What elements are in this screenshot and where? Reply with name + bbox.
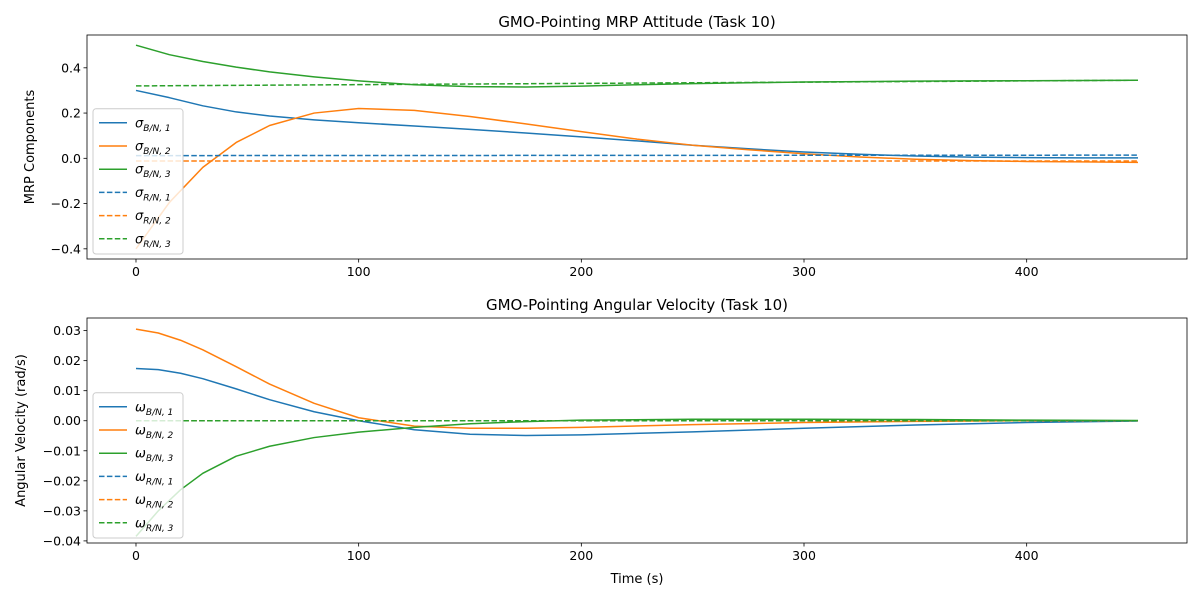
y-tick-label: 0.4	[61, 60, 81, 75]
y-tick-label: 0.00	[53, 413, 81, 428]
y-tick-label: 0.01	[53, 383, 81, 398]
series-line-1	[135, 89, 1139, 159]
chart-panel-2: GMO-Pointing Angular Velocity (Task 10) 0…	[14, 296, 1188, 587]
y-axis-label: MRP Components	[23, 90, 38, 205]
y-tick-label: 0.2	[61, 106, 81, 121]
x-tick-label: 400	[1015, 548, 1039, 563]
legend-entry: σB/N, 2	[135, 140, 171, 158]
x-tick-label: 200	[569, 548, 593, 563]
series-line-3	[135, 418, 1139, 537]
x-tick-label: 400	[1015, 264, 1039, 279]
series-line-6	[135, 79, 1139, 87]
x-tick-label: 0	[132, 264, 140, 279]
chart-title: GMO-Pointing MRP Attitude (Task 10)	[498, 13, 775, 31]
legend-box	[92, 392, 184, 539]
series-line-2	[135, 107, 1139, 250]
legend-entry: ωR/N, 1	[135, 470, 173, 488]
y-axis-label: Angular Velocity (rad/s)	[14, 354, 29, 507]
axes-frame	[86, 34, 1188, 260]
series-line-1	[135, 367, 1139, 437]
legend: σB/N, 1 σB/N, 2 σB/N, 3 σR/N, 1 σR/N, 2 σR/N,…	[92, 108, 184, 255]
x-tick-label: 300	[792, 264, 816, 279]
x-tick-label: 0	[132, 548, 140, 563]
y-tick-label: −0.03	[43, 503, 81, 518]
x-tick-label: 200	[569, 264, 593, 279]
legend-entry: σR/N, 1	[135, 186, 171, 204]
legend: ωB/N, 1 ωB/N, 2 ωB/N, 3 ωR/N, 1 ωR/N, 2 ωR/N,…	[92, 392, 184, 539]
x-tick-label: 300	[792, 548, 816, 563]
y-tick-label: −0.01	[43, 443, 81, 458]
legend-entry: ωB/N, 1	[135, 400, 173, 418]
x-axis-label: Time (s)	[610, 572, 664, 587]
legend-entry: σR/N, 2	[135, 209, 171, 227]
legend-entry: ωB/N, 2	[135, 424, 174, 442]
legend-box	[92, 108, 184, 255]
y-tick-label: −0.02	[43, 473, 81, 488]
y-tick-label: −0.4	[51, 241, 81, 256]
x-tick-label: 100	[347, 548, 371, 563]
chart-title: GMO-Pointing Angular Velocity (Task 10)	[486, 296, 788, 314]
legend-entry: σB/N, 1	[135, 116, 171, 134]
series-line-2	[135, 328, 1139, 429]
series-line-3	[135, 44, 1139, 88]
legend-entry: ωR/N, 2	[135, 493, 174, 511]
axes-frame	[86, 317, 1188, 544]
legend-entry: σR/N, 3	[135, 232, 171, 250]
x-tick-label: 100	[347, 264, 371, 279]
chart-panel-1: GMO-Pointing MRP Attitude (Task 10) 0 100 2…	[23, 13, 1188, 279]
y-tick-label: 0.03	[53, 323, 81, 338]
legend-entry: ωB/N, 3	[135, 447, 174, 465]
y-tick-label: 0.0	[61, 151, 81, 166]
y-tick-label: −0.2	[51, 196, 81, 211]
legend-entry: ωR/N, 3	[135, 516, 174, 534]
y-tick-label: −0.04	[43, 533, 81, 548]
legend-entry: σB/N, 3	[135, 163, 171, 181]
y-tick-label: 0.02	[53, 353, 81, 368]
